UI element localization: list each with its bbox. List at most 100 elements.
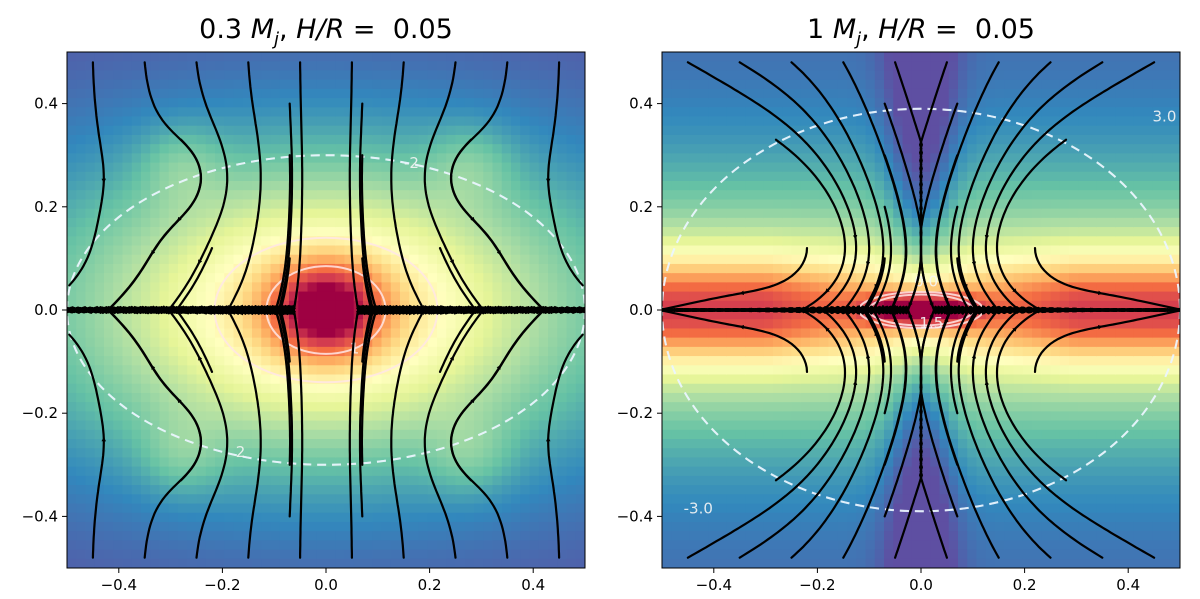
left-heat-cell	[427, 328, 438, 339]
right-heat-cell	[763, 52, 774, 62]
right-heat-cell	[939, 540, 950, 551]
left-heat-cell	[538, 263, 549, 274]
left-heat-cell	[215, 392, 225, 403]
left-heat-cell	[279, 457, 290, 468]
right-heat-cell	[865, 263, 876, 274]
right-heat-cell	[819, 300, 830, 311]
right-heat-cell	[865, 475, 876, 486]
right-heat-cell	[819, 457, 830, 468]
right-heat-cell	[745, 485, 756, 495]
left-heat-cell	[418, 485, 429, 495]
left-heat-cell	[529, 254, 540, 265]
right-heat-cell	[874, 181, 885, 191]
right-heat-cell	[902, 494, 913, 505]
left-heat-cell	[353, 420, 364, 431]
left-heat-cell	[575, 310, 585, 320]
left-heat-cell	[548, 328, 558, 339]
left-heat-cell	[520, 328, 531, 339]
left-heat-cell	[113, 512, 124, 523]
left-heat-cell	[575, 125, 585, 136]
right-heat-cell	[782, 420, 793, 431]
left-heat-cell	[104, 374, 114, 385]
right-heat-cell	[782, 190, 793, 201]
left-heat-cell	[187, 171, 198, 182]
right-heat-cell	[745, 310, 756, 320]
left-heat-cell	[242, 365, 253, 376]
right-heat-cell	[773, 144, 783, 154]
right-heat-cell	[847, 429, 857, 440]
left-heat-cell	[409, 420, 420, 431]
left-heat-cell	[501, 531, 512, 541]
left-heat-cell	[316, 365, 327, 376]
left-heat-cell	[335, 116, 346, 127]
right-heat-cell	[911, 52, 922, 62]
right-heat-cell	[911, 273, 922, 283]
right-heat-cell	[837, 448, 848, 459]
left-heat-cell	[150, 70, 161, 81]
left-heat-cell	[326, 503, 336, 514]
left-heat-cell	[492, 448, 503, 459]
left-heat-cell	[390, 144, 401, 154]
left-heat-cell	[566, 52, 577, 62]
left-heat-cell	[566, 531, 577, 541]
left-heat-cell	[575, 494, 585, 505]
left-heat-cell	[159, 245, 170, 256]
right-heat-cell	[921, 52, 931, 62]
right-heat-cell	[893, 162, 904, 173]
left-heat-cell	[224, 162, 235, 173]
right-heat-cell	[884, 134, 894, 145]
right-heat-cell	[726, 494, 737, 505]
left-heat-cell	[511, 512, 521, 523]
left-heat-cell	[566, 190, 577, 201]
left-heat-cell	[492, 503, 503, 514]
left-heat-cell	[76, 245, 87, 256]
left-heat-cell	[122, 88, 133, 99]
left-heat-cell	[400, 521, 410, 532]
right-heat-cell	[689, 116, 700, 127]
left-heat-cell	[233, 171, 244, 182]
left-heat-cell	[548, 439, 558, 449]
left-heat-cell	[261, 531, 272, 541]
left-heat-cell	[94, 79, 105, 90]
left-heat-cell	[326, 457, 336, 468]
left-heat-cell	[566, 116, 577, 127]
left-heat-cell	[400, 273, 410, 283]
left-heat-cell	[446, 116, 457, 127]
left-heat-cell	[501, 79, 512, 90]
left-heat-cell	[76, 291, 87, 302]
right-heat-cell	[911, 512, 922, 523]
left-heat-cell	[566, 328, 577, 339]
left-heat-cell	[178, 328, 188, 339]
left-heat-cell	[316, 227, 327, 237]
right-heat-cell	[828, 181, 839, 191]
right-heat-cell	[893, 346, 904, 357]
left-heat-cell	[557, 374, 568, 385]
left-heat-cell	[131, 190, 142, 201]
right-heat-cell	[902, 300, 913, 311]
left-heat-cell	[168, 531, 179, 541]
left-heat-cell	[566, 88, 577, 99]
left-heat-cell	[224, 236, 235, 247]
right-heat-cell	[708, 411, 719, 422]
right-heat-cell	[745, 392, 756, 403]
right-heat-cell	[847, 116, 857, 127]
left-heat-cell	[279, 217, 290, 228]
right-heat-cell	[800, 337, 811, 348]
left-heat-cell	[178, 199, 188, 210]
right-heat-cell	[662, 236, 672, 247]
right-heat-cell	[782, 374, 793, 385]
right-heat-cell	[884, 466, 894, 477]
right-heat-cell	[828, 227, 839, 237]
left-heat-cell	[381, 383, 392, 394]
left-heat-cell	[538, 208, 549, 219]
left-heat-cell	[94, 125, 105, 136]
left-heat-cell	[252, 356, 262, 366]
left-heat-cell	[372, 245, 383, 256]
left-heat-cell	[316, 245, 327, 256]
left-heat-cell	[437, 365, 447, 376]
left-heat-cell	[76, 328, 87, 339]
right-heat-cell	[939, 365, 950, 376]
left-heat-cell	[242, 402, 253, 412]
left-heat-cell	[85, 153, 96, 164]
left-heat-cell	[289, 439, 299, 449]
